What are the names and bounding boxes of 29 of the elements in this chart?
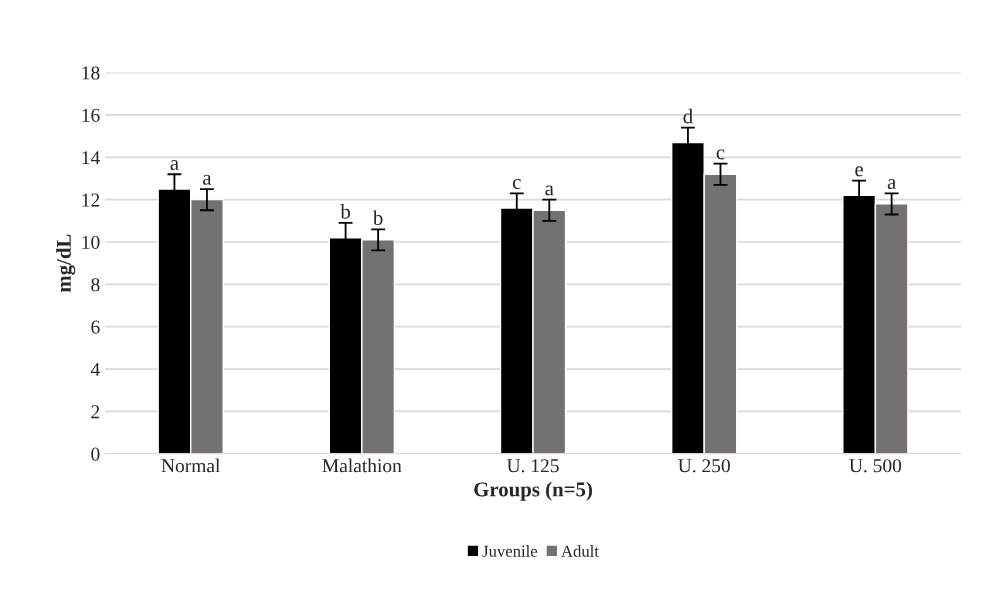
data-label: c [512,179,521,190]
data-label: a [887,179,896,190]
y-tick-label: 18 [82,66,100,80]
y-axis-title: mg/dL [56,234,76,293]
y-tick-label: 4 [90,363,100,376]
x-tick-label: U. 250 [678,459,730,473]
data-label: b [340,204,351,219]
x-tick-label: U. 500 [849,459,902,473]
y-tick-label: 14 [82,151,100,165]
y-tick-label: 8 [91,278,100,292]
data-label: e [855,166,864,177]
data-label: a [203,174,212,185]
data-label: a [545,185,554,196]
y-tick-label: 16 [82,108,100,122]
data-label: b [372,210,383,226]
y-tick-label: 12 [82,193,100,207]
x-tick-label: U. 125 [506,459,559,473]
y-tick-label: 10 [82,235,100,249]
x-tick-label: Normal [161,458,220,473]
y-tick-label: 6 [91,320,100,334]
data-label: a [170,160,179,171]
legend-label: Adult [561,545,599,557]
x-axis-title: Groups (n=5) [474,481,592,501]
data-label: d [683,108,693,124]
x-tick-label: Malathion [322,458,402,473]
y-tick-label: 2 [91,405,100,419]
data-label: c [716,149,725,160]
legend-label: Juvenile [482,545,538,557]
y-tick-label: 0 [91,447,100,461]
